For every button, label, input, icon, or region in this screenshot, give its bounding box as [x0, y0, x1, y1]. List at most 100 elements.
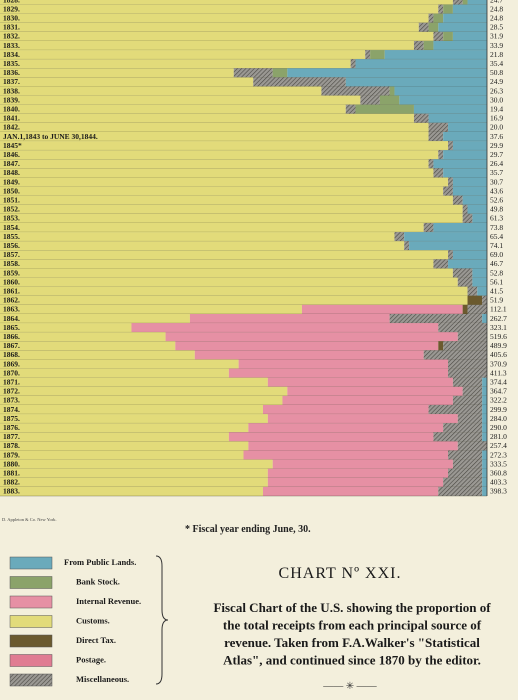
- publisher: D. Appleton & Co. New York.: [2, 517, 57, 522]
- bar-segment: [457, 332, 487, 342]
- row-total: 43.6: [490, 186, 503, 195]
- bar-segment: [428, 159, 434, 169]
- legend-brace: [155, 555, 169, 685]
- row-label: 1855.: [3, 232, 20, 241]
- bar-segment: [0, 459, 273, 469]
- bar-segment: [0, 477, 268, 487]
- row-total: 50.8: [490, 68, 503, 77]
- bar-segment: [457, 414, 483, 424]
- bar-segment: [443, 477, 483, 487]
- bar-segment: [462, 195, 487, 205]
- bar-segment: [0, 0, 453, 5]
- bar-segment: [443, 4, 453, 14]
- bar-segment: [131, 323, 439, 333]
- bar-segment: [194, 350, 424, 360]
- row-label: 1859.: [3, 268, 20, 277]
- row-label: 1878.: [3, 441, 20, 450]
- row-label: 1842.: [3, 123, 20, 132]
- row-total: 403.3: [490, 478, 507, 487]
- bar-segment: [0, 141, 449, 151]
- bar-segment: [462, 213, 473, 223]
- bar-segment: [443, 13, 487, 23]
- bar-segment: [379, 95, 400, 105]
- bar-segment: [452, 195, 463, 205]
- bar-segment: [0, 241, 405, 251]
- bar-segment: [345, 77, 487, 87]
- row-total: 73.8: [490, 223, 503, 232]
- bar-segment: [428, 22, 439, 32]
- row-label: 1871.: [3, 377, 20, 386]
- bar-segment: [282, 395, 453, 405]
- bar-segment: [0, 350, 195, 360]
- row-total: 35.7: [490, 168, 503, 177]
- bar-segment: [438, 150, 444, 160]
- bar-segment: [0, 195, 453, 205]
- bar-segment: [462, 204, 468, 214]
- bar-segment: [0, 186, 444, 196]
- bar-segment: [0, 177, 449, 187]
- row-label: 1853.: [3, 214, 20, 223]
- bar-segment: [482, 377, 487, 387]
- bar-segment: [428, 405, 483, 415]
- legend-label: Direct Tax.: [76, 635, 116, 645]
- row-label: 1876.: [3, 423, 20, 432]
- row-label: 1873.: [3, 396, 20, 405]
- bar-segment: [418, 22, 429, 32]
- row-total: 281.0: [490, 432, 507, 441]
- bar-segment: [0, 432, 229, 442]
- bar-segment: [438, 4, 444, 14]
- legend-label: Postage.: [76, 654, 106, 664]
- row-total: 398.3: [490, 487, 507, 496]
- bar-segment: [0, 104, 346, 114]
- bar-segment: [448, 468, 483, 478]
- bar-segment: [482, 405, 487, 415]
- bar-segment: [443, 31, 453, 41]
- row-label: 1849.: [3, 177, 20, 186]
- bar-segment: [394, 232, 405, 242]
- bar-segment: [0, 122, 429, 132]
- row-label: 1835.: [3, 59, 20, 68]
- row-label: 1851.: [3, 195, 20, 204]
- row-label: 1838.: [3, 86, 20, 95]
- row-label: 1829.: [3, 4, 20, 13]
- bar-segment: [0, 341, 176, 351]
- bar-segment: [0, 332, 166, 342]
- bar-segment: [175, 341, 439, 351]
- bar-segment: [443, 132, 487, 142]
- bar-segment: [287, 68, 487, 78]
- bar-segment: [457, 441, 487, 451]
- bar-segment: [262, 486, 439, 496]
- bar-segment: [0, 77, 254, 87]
- plot: 1828. 24.7 1829. 24.8 1830. 24.8 1831. 28.5 1832…: [0, 0, 507, 497]
- row-total: 24.8: [490, 13, 503, 22]
- bar-segment: [0, 113, 414, 123]
- row-label: 1861.: [3, 286, 20, 295]
- legend-swatch: [9, 673, 53, 687]
- row-label: 1865.: [3, 323, 20, 332]
- bar-segment: [0, 68, 234, 78]
- bar-segment: [0, 450, 244, 460]
- row-label: 1869.: [3, 359, 20, 368]
- row-label: 1837.: [3, 77, 20, 86]
- legend-swatch: [9, 576, 53, 589]
- bar-segment: [0, 405, 263, 415]
- bar-segment: [452, 395, 483, 405]
- legend-swatch: [9, 595, 53, 609]
- bar-segment: [404, 241, 410, 251]
- row-label: 1875.: [3, 414, 20, 423]
- bar-segment: [482, 477, 487, 487]
- row-label: 1864.: [3, 314, 20, 323]
- bar-segment: [482, 459, 487, 469]
- bar-segment: [0, 250, 449, 260]
- bar-segment: [438, 22, 487, 32]
- bar-segment: [448, 259, 487, 269]
- row-total: 299.9: [490, 405, 507, 414]
- row-total: 61.3: [490, 214, 503, 223]
- bar-segment: [433, 223, 487, 233]
- bar-segment: [482, 386, 487, 396]
- bar-segment: [228, 432, 434, 442]
- bar-segment: [233, 68, 273, 78]
- row-label: JAN.1,1843 to JUNE 30,1844.: [3, 132, 98, 141]
- row-label: 1862.: [3, 296, 20, 305]
- bar-segment: [443, 186, 453, 196]
